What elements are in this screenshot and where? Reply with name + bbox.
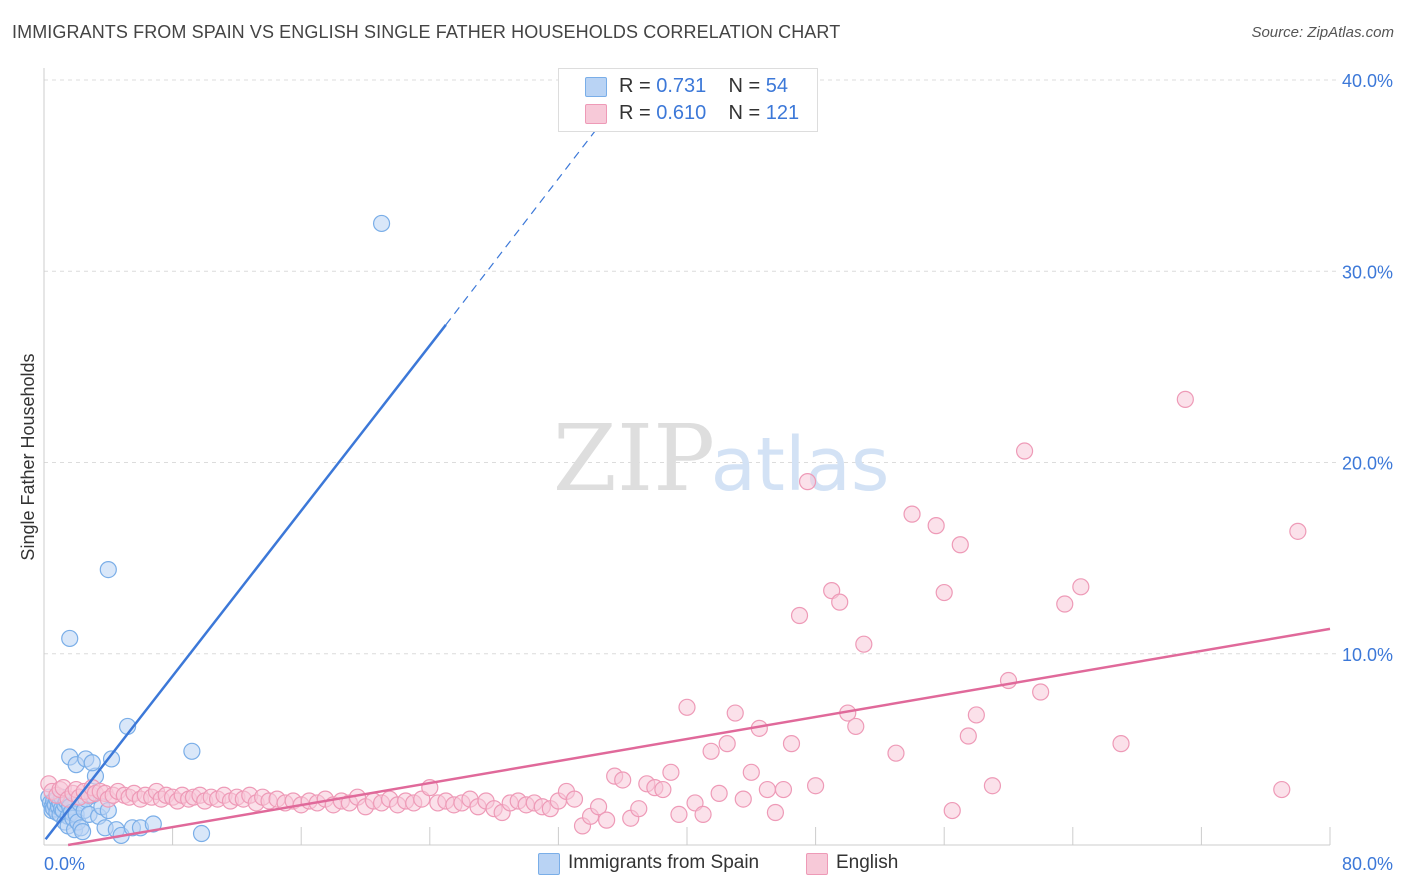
point-english-125 [983, 777, 1002, 795]
point-english-98 [702, 742, 720, 760]
point-spain-52 [183, 742, 201, 760]
x-tick-label-1: 80.0% [1342, 854, 1393, 874]
point-english-113 [831, 593, 849, 611]
point-spain-38 [61, 629, 79, 648]
y-axis-label: Single Father Households [18, 353, 38, 560]
y-tick-label-3: 40.0% [1342, 71, 1393, 91]
point-english-108 [782, 735, 801, 753]
point-english-127 [1015, 442, 1034, 460]
point-english-81 [565, 790, 584, 808]
trend-line-spain-extension [445, 119, 604, 326]
point-english-111 [806, 777, 825, 795]
point-english-116 [855, 635, 873, 653]
point-english-92 [654, 780, 672, 799]
point-english-129 [1056, 595, 1074, 613]
watermark: ZIP atlas [553, 405, 890, 512]
legend-r-value-english: 0.610 [656, 102, 707, 124]
point-english-122 [951, 536, 969, 554]
point-english-130 [1072, 578, 1090, 596]
legend-n-label: N = [728, 102, 761, 124]
point-english-89 [630, 800, 648, 818]
watermark-zip: ZIP [553, 405, 715, 512]
point-english-119 [927, 517, 945, 535]
legend-r-value-spain: 0.731 [656, 75, 707, 97]
point-english-123 [959, 727, 977, 745]
legend-r-label: R = [619, 75, 651, 97]
y-tick-label-2: 30.0% [1342, 262, 1393, 282]
trend-line-english [67, 627, 1331, 847]
point-spain-43 [83, 754, 101, 772]
point-english-97 [694, 805, 712, 824]
source-label: Source: ZipAtlas.com [1251, 24, 1394, 41]
x-tick-label-0: 0.0% [44, 854, 85, 874]
axes [43, 68, 1331, 846]
point-spain-39 [99, 560, 117, 579]
legend-swatch-spain [585, 77, 607, 97]
legend-n-value-spain: 54 [765, 75, 789, 97]
watermark-atlas: atlas [711, 422, 890, 508]
trend-lines [44, 119, 1331, 847]
legend-swatch-english [585, 104, 607, 124]
point-spain-51 [192, 824, 211, 843]
legend-r-label: R = [619, 102, 651, 124]
point-spain-53 [372, 214, 391, 233]
point-english-118 [903, 505, 921, 523]
series-name-english: English [836, 852, 899, 873]
point-spain-49 [102, 750, 121, 768]
point-english-105 [758, 780, 776, 799]
point-english-128 [1032, 683, 1050, 701]
series-swatch-english [806, 853, 828, 875]
grid-lines [44, 79, 1340, 655]
point-english-132 [1176, 390, 1194, 408]
correlation-legend: R = 0.731 N = 54 R = 0.610 N = 121 [558, 68, 818, 132]
point-english-85 [598, 811, 616, 829]
point-english-107 [774, 780, 793, 799]
point-english-101 [726, 704, 744, 722]
chart-title: IMMIGRANTS FROM SPAIN VS ENGLISH SINGLE … [12, 22, 841, 42]
series-swatch-spain [538, 853, 560, 875]
legend-n-label: N = [728, 75, 761, 97]
legend-text-spain: R = 0.731 N = 54 [619, 75, 788, 98]
point-english-106 [766, 803, 785, 822]
legend-text-english: R = 0.610 N = 121 [619, 102, 799, 125]
point-english-117 [887, 744, 905, 762]
point-english-87 [614, 771, 632, 789]
point-english-134 [1289, 522, 1307, 540]
point-english-102 [734, 790, 752, 808]
point-english-94 [670, 805, 688, 824]
point-english-99 [710, 784, 728, 802]
point-spain-28 [73, 823, 92, 841]
series-name-spain: Immigrants from Spain [568, 852, 760, 873]
trend-line-spain [44, 324, 447, 841]
point-english-110 [798, 473, 817, 491]
point-english-115 [847, 717, 865, 736]
point-english-95 [678, 698, 696, 716]
data-points [40, 214, 1307, 845]
point-english-84 [589, 798, 608, 816]
y-tick-label-1: 20.0% [1342, 454, 1393, 474]
point-english-121 [943, 801, 961, 820]
point-english-131 [1112, 735, 1130, 753]
point-english-93 [662, 763, 680, 781]
point-spain-50 [144, 815, 162, 833]
point-english-133 [1273, 780, 1291, 799]
point-english-109 [790, 606, 809, 625]
y-tick-label-0: 10.0% [1342, 645, 1393, 665]
tick-labels: 10.0% 20.0% 30.0% 40.0% 0.0% 80.0% [44, 71, 1393, 874]
point-english-120 [935, 583, 953, 602]
point-english-124 [967, 706, 985, 724]
series-legend: Immigrants from Spain English [0, 852, 1406, 878]
legend-n-value-english: 121 [765, 102, 800, 124]
point-english-103 [742, 763, 760, 781]
point-english-100 [718, 735, 736, 753]
